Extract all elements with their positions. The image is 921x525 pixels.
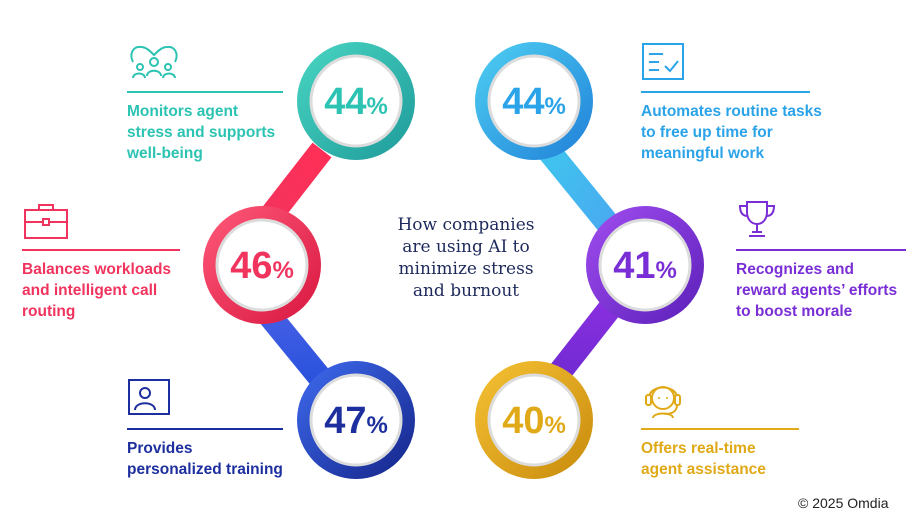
percent-purple: 41% <box>613 245 677 287</box>
percent-gold: 40% <box>502 400 566 442</box>
briefcase-icon <box>24 204 68 239</box>
percent-teal: 44% <box>324 81 388 123</box>
circle-blue: 44% <box>475 42 593 160</box>
percent-pink: 46% <box>230 245 294 287</box>
label-personalized-training: Provides personalized training <box>127 440 283 478</box>
percent-blue: 44% <box>502 81 566 123</box>
circle-pink: 46% <box>203 206 321 324</box>
checklist-icon <box>642 43 684 80</box>
rule-pink <box>22 249 180 251</box>
label-real-time-assistance: Offers real-time agent assistance <box>641 440 766 478</box>
rule-purple <box>736 249 906 251</box>
video-trainer-icon <box>128 379 170 415</box>
connector-purple-gold <box>542 290 628 390</box>
percent-navy: 47% <box>324 400 388 442</box>
wellbeing-people-icon <box>130 45 178 79</box>
rule-teal <box>127 91 283 93</box>
rule-navy <box>127 428 283 430</box>
label-balances-workloads: Balances workloads and intelligent call … <box>22 261 172 320</box>
circle-navy: 47% <box>297 361 415 479</box>
circle-teal: 44% <box>297 42 415 160</box>
label-automates-tasks: Automates routine tasks to free up time … <box>641 103 822 162</box>
headset-agent-icon <box>645 386 681 419</box>
rule-blue <box>641 91 810 93</box>
trophy-icon <box>738 201 776 237</box>
circle-purple: 41% <box>586 206 704 324</box>
rule-gold <box>641 428 799 430</box>
center-title: How companies are using AI to minimize s… <box>397 215 535 301</box>
label-recognizes-efforts: Recognizes and reward agents’ efforts to… <box>736 261 898 320</box>
label-monitors-stress: Monitors agent stress and supports well-… <box>127 103 276 162</box>
circle-gold: 40% <box>475 361 593 479</box>
copyright: © 2025 Omdia <box>798 495 889 511</box>
